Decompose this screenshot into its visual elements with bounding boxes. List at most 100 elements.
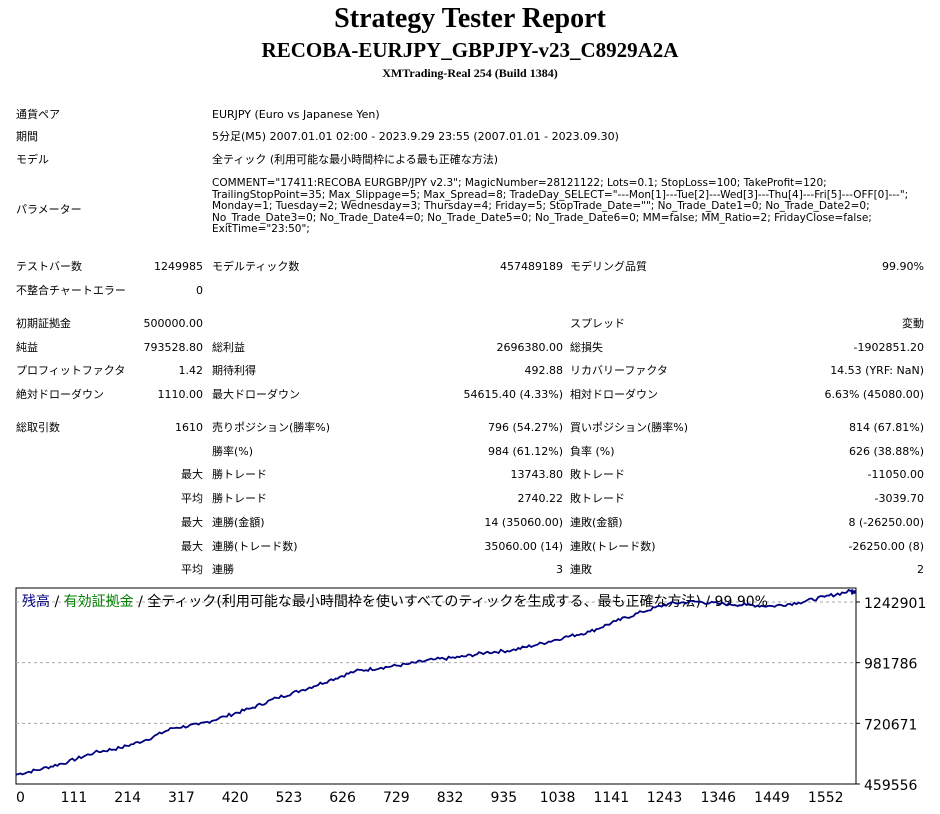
- consec-loss-amount-label: 連敗(金額): [570, 516, 623, 529]
- recovery-label: リカバリーファクタ: [570, 364, 668, 377]
- avg-consec-win-value: 3: [556, 563, 563, 576]
- model-value: 全ティック (利用可能な最小時間枠による最も正確な方法): [212, 153, 499, 166]
- params-line: No_Trade_Date3=0; No_Trade_Date4=0; No_T…: [212, 211, 872, 224]
- y-tick-label: 1242901: [864, 596, 926, 612]
- expected-label: 期待利得: [212, 364, 256, 377]
- balance-chart: 残高 / 有効証拠金 / 全ティック(利用可能な最小時間枠を使いすべてのティック…: [15, 587, 926, 806]
- pair-value: EURJPY (Euro vs Japanese Yen): [212, 108, 380, 121]
- x-axis-labels: 0 111 214 317 420 523 626 729 832 935 1038 1141 1243…: [16, 790, 844, 806]
- mismatch-label: 不整合チャートエラー: [16, 284, 126, 297]
- loss-trade-label: 敗トレード: [570, 468, 625, 481]
- recovery-value: 14.53 (YRF: NaN): [830, 364, 924, 377]
- max-win-value: 13743.80: [510, 468, 564, 481]
- params-line: ExitTime="23:50";: [212, 223, 310, 235]
- total-trades-value: 1610: [175, 421, 203, 434]
- x-tick-label: 935: [490, 790, 517, 806]
- net-value: 793528.80: [143, 341, 204, 354]
- rel-dd-label: 相対ドローダウン: [570, 388, 658, 401]
- server-info: XMTrading-Real 254 (Build 1384): [382, 66, 558, 80]
- legend-equity: 有効証拠金: [64, 594, 134, 610]
- short-value: 796 (54.27%): [487, 421, 563, 434]
- max-dd-label: 最大ドローダウン: [212, 388, 300, 401]
- consec-win-count-label: 連勝(トレード数): [212, 540, 298, 553]
- long-label: 買いポジション(勝率%): [570, 421, 689, 434]
- avg-consec-loss-value: 2: [917, 563, 924, 576]
- x-tick-label: 626: [329, 790, 356, 806]
- params-line: COMMENT="17411:RECOBA EURGBP/JPY v2.3"; …: [212, 177, 827, 189]
- x-tick-label: 317: [168, 790, 195, 806]
- rel-dd-value: 6.63% (45080.00): [824, 388, 924, 401]
- loss-rate-label: 負率 (%): [570, 445, 615, 458]
- avg-label: 平均: [181, 492, 203, 505]
- pair-label: 通貨ペア: [16, 108, 60, 121]
- ticks-value: 457489189: [500, 260, 563, 273]
- report-title: Strategy Tester Report: [334, 3, 606, 34]
- params-line: TrailingStopPoint=35; Max_Slippage=5; Ma…: [212, 188, 909, 201]
- avg-label: 平均: [181, 563, 203, 576]
- legend-rest: / 全ティック(利用可能な最小時間枠を使いすべてのティックを生成する、最も正確な…: [134, 593, 768, 610]
- win-trade-label: 勝トレード: [212, 468, 267, 481]
- chart-grid: [16, 601, 856, 724]
- x-tick-label: 1243: [647, 790, 683, 806]
- x-tick-label: 1141: [593, 790, 629, 806]
- avg-consec-loss-label: 連敗: [570, 563, 592, 576]
- mismatch-value: 0: [196, 284, 203, 297]
- chart-legend: 残高 / 有効証拠金 / 全ティック(利用可能な最小時間枠を使いすべてのティック…: [22, 593, 768, 610]
- consec-loss-count-value: -26250.00 (8): [848, 540, 924, 553]
- model-label: モデル: [16, 153, 49, 166]
- x-tick-label: 523: [276, 790, 303, 806]
- chart-series: [15, 588, 857, 776]
- ea-name: RECOBA-EURJPY_GBPJPY-v23_C8929A2A: [261, 38, 679, 62]
- consec-win-amount-value: 14 (35060.00): [484, 516, 563, 529]
- bars-label: テストバー数: [16, 260, 82, 273]
- legend-balance: 残高: [22, 593, 50, 610]
- gross-loss-value: -1902851.20: [853, 341, 924, 354]
- x-tick-label: 832: [437, 790, 464, 806]
- avg-win-value: 2740.22: [517, 492, 564, 505]
- consec-loss-count-label: 連敗(トレード数): [570, 540, 656, 553]
- quality-value: 99.90%: [882, 260, 924, 273]
- max-dd-value: 54615.40 (4.33%): [463, 388, 563, 401]
- x-tick-label: 1552: [808, 790, 844, 806]
- x-tick-label: 0: [16, 790, 25, 806]
- x-tick-label: 1038: [540, 790, 576, 806]
- expected-value: 492.88: [524, 364, 564, 377]
- pf-value: 1.42: [178, 364, 204, 377]
- loss-rate-value: 626 (38.88%): [848, 445, 924, 458]
- x-tick-label: 729: [383, 790, 410, 806]
- deposit-label: 初期証拠金: [16, 317, 71, 330]
- deposit-value: 500000.00: [143, 317, 204, 330]
- spread-label: スプレッド: [570, 317, 625, 330]
- params-text: COMMENT="17411:RECOBA EURGBP/JPY v2.3"; …: [212, 177, 912, 236]
- y-tick-label: 459556: [864, 778, 918, 794]
- y-tick-label: 720671: [864, 717, 917, 733]
- bars-value: 1249985: [154, 260, 203, 273]
- avg-loss-value: -3039.70: [874, 492, 924, 505]
- spread-value: 変動: [902, 317, 924, 330]
- gross-profit-value: 2696380.00: [496, 341, 563, 354]
- max-loss-value: -11050.00: [867, 468, 924, 481]
- balance-line: [15, 588, 857, 776]
- avg-consec-win-label: 連勝: [212, 563, 234, 576]
- abs-dd-value: 1110.00: [157, 388, 204, 401]
- quality-label: モデリング品質: [570, 260, 647, 273]
- params-label: パラメーター: [16, 203, 82, 216]
- total-trades-label: 総取引数: [16, 421, 60, 434]
- win-rate-label: 勝率(%): [212, 445, 254, 458]
- win-trade-label: 勝トレード: [212, 492, 267, 505]
- gross-profit-label: 総利益: [212, 341, 245, 354]
- period-label: 期間: [16, 130, 38, 143]
- chart-frame: [15, 587, 857, 785]
- period-value: 5分足(M5) 2007.01.01 02:00 - 2023.9.29 23:…: [212, 130, 619, 143]
- abs-dd-label: 絶対ドローダウン: [16, 388, 104, 401]
- short-label: 売りポジション(勝率%): [212, 421, 331, 434]
- max-label: 最大: [181, 540, 203, 553]
- x-tick-label: 1346: [700, 790, 736, 806]
- gross-loss-label: 総損失: [570, 341, 603, 354]
- x-tick-label: 214: [114, 790, 141, 806]
- x-tick-label: 420: [222, 790, 249, 806]
- ticks-label: モデルティック数: [212, 260, 300, 273]
- win-rate-value: 984 (61.12%): [487, 445, 563, 458]
- max-label: 最大: [181, 516, 203, 529]
- net-label: 純益: [16, 341, 38, 354]
